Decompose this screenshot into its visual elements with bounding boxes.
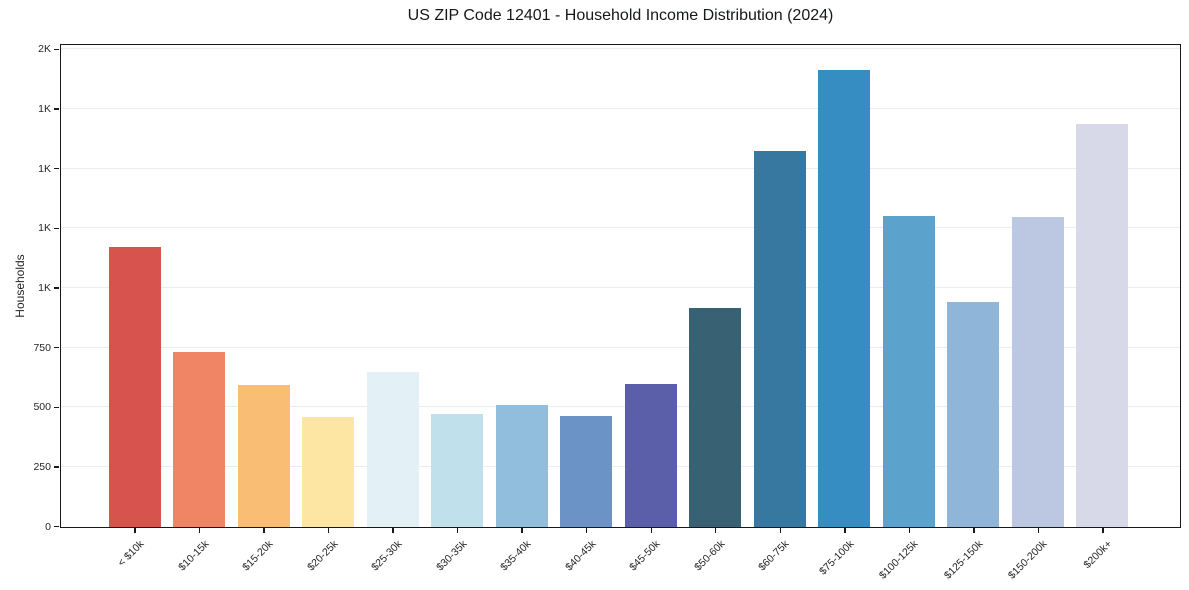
y-tick-mark: [54, 406, 59, 408]
x-tick-mark: [973, 528, 975, 533]
x-tick-mark: [908, 528, 911, 533]
y-tick-mark: [54, 227, 59, 229]
x-tick-mark: [779, 528, 781, 533]
gridline: [61, 346, 1180, 348]
y-tick-label: 1K: [38, 102, 51, 115]
bar: [818, 70, 871, 527]
x-tick-mark: [327, 528, 330, 533]
x-tick-mark: [1037, 528, 1040, 533]
y-tick-mark: [54, 108, 59, 110]
x-tick-mark: [263, 528, 265, 533]
bar: [431, 413, 484, 527]
gridline: [61, 167, 1180, 169]
x-tick-mark: [392, 528, 394, 533]
y-tick-mark: [54, 167, 59, 170]
y-tick-label: 500: [33, 401, 51, 414]
x-tick-mark: [134, 528, 136, 533]
x-tick-mark: [456, 528, 459, 533]
y-tick-mark: [54, 346, 59, 349]
bar: [302, 417, 355, 527]
y-tick-label: 2K: [38, 43, 51, 56]
y-tick-label: 0: [45, 520, 51, 533]
y-tick-mark: [54, 466, 59, 468]
bar: [624, 383, 677, 527]
gridline: [61, 465, 1180, 467]
plot-area: [60, 44, 1181, 528]
x-tick-mark: [844, 528, 846, 533]
x-tick-mark: [650, 528, 652, 533]
gridline: [61, 406, 1180, 408]
bar: [689, 307, 742, 527]
bar: [237, 385, 290, 527]
y-tick-mark: [54, 48, 59, 50]
bar: [495, 405, 548, 527]
y-tick-mark: [54, 287, 59, 289]
bar: [560, 416, 613, 527]
gridline: [61, 286, 1180, 288]
x-tick-mark: [521, 528, 523, 533]
bar: [1076, 123, 1129, 527]
y-tick-label: 1K: [38, 281, 51, 294]
bar: [882, 215, 935, 527]
x-tick-mark: [715, 528, 717, 533]
y-tick-mark: [54, 525, 59, 528]
x-tick-label: < $10k: [115, 538, 147, 569]
y-tick-label: 250: [33, 460, 51, 473]
x-tick-mark: [198, 528, 201, 533]
gridline: [61, 107, 1180, 109]
gridline: [61, 227, 1180, 229]
y-tick-label: 750: [33, 341, 51, 354]
bar: [1011, 216, 1064, 527]
bar: [366, 371, 419, 527]
bar: [947, 301, 1000, 527]
gridline: [61, 48, 1180, 50]
y-tick-label: 1K: [38, 222, 51, 235]
y-tick-label: 1K: [38, 162, 51, 175]
bar: [108, 246, 161, 527]
bar: [753, 151, 806, 527]
x-tick-mark: [1102, 528, 1104, 533]
chart-title: US ZIP Code 12401 - Household Income Dis…: [407, 7, 834, 24]
x-tick-mark: [586, 528, 588, 533]
bar: [173, 351, 226, 527]
